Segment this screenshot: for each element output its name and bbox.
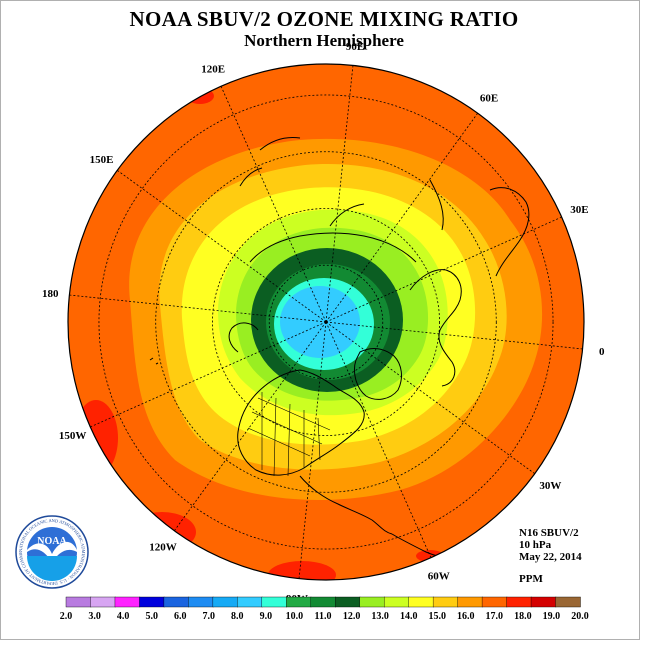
legend-swatch (114, 596, 141, 608)
logo-bird-icon (27, 541, 77, 562)
us-state-borders (247, 392, 331, 477)
ozone-band-18-19-spot (268, 561, 336, 580)
legend-tick-label: 2.0 (60, 611, 73, 622)
ozone-band-18-19-spot (186, 88, 214, 104)
legend-swatch (481, 596, 508, 608)
legend-tick-label: 8.0 (231, 611, 244, 622)
legend-swatch (163, 596, 190, 608)
parallel-circle (268, 264, 384, 380)
legend-swatch (506, 596, 532, 608)
legend-swatch (261, 596, 287, 608)
parallel-circle (212, 208, 440, 436)
color-legend: 2.0 3.0 4.0 5.0 6.0 7.0 8.0 9.0 10.0 11.0 12.0 13.0… (60, 596, 589, 622)
legend-swatch (139, 596, 165, 608)
date-label: May 22, 2014 (519, 551, 582, 563)
legend-tick-label: 17.0 (486, 611, 504, 622)
legend-swatch (310, 596, 336, 608)
longitude-label: 30E (570, 204, 588, 216)
parallel-circle (155, 151, 497, 493)
legend-tick-label: 6.0 (174, 611, 187, 622)
hawaii-islands (149, 357, 159, 365)
longitude-label: 0 (599, 346, 605, 358)
asia-coast (249, 203, 417, 263)
legend-tick-label: 18.0 (514, 611, 532, 622)
longitude-label: 90E (346, 41, 364, 53)
legend-tick-label: 12.0 (343, 611, 361, 622)
parallel-circle (98, 94, 554, 550)
ozone-band-8-9 (280, 286, 360, 358)
longitude-label: 150E (90, 154, 114, 166)
page-title: NOAA SBUV/2 OZONE MIXING RATIO (129, 7, 519, 31)
legend-swatch (188, 596, 214, 608)
legend-tick-label: 4.0 (117, 611, 130, 622)
legend-tick-label: 15.0 (428, 611, 446, 622)
central-america-coast (299, 475, 393, 535)
graticule (68, 64, 584, 580)
legend-swatch (286, 596, 312, 608)
legend-tick-label: 7.0 (203, 611, 216, 622)
legend-tick-label: 14.0 (400, 611, 418, 622)
greenland-coast (353, 348, 402, 400)
legend-swatch (432, 596, 459, 608)
legend-tick-label: 5.0 (145, 611, 158, 622)
legend-tick-label: 19.0 (543, 611, 561, 622)
legend-swatch (335, 596, 361, 608)
coastlines (149, 137, 530, 559)
page-subtitle: Northern Hemisphere (244, 31, 404, 50)
longitude-label: 30W (539, 480, 561, 492)
legend-swatch (65, 596, 92, 608)
map-boundary (67, 63, 585, 581)
legend-swatch (359, 596, 385, 608)
noaa-logo: NOAA NATIONAL OCEANIC AND ATMOSPHERIC AD… (15, 515, 89, 589)
longitude-label: 60E (480, 93, 498, 105)
legend-tick-label: 10.0 (286, 611, 304, 622)
india-coast (429, 179, 444, 231)
legend-tick-label: 9.0 (260, 611, 273, 622)
satellite-label: N16 SBUV/2 (519, 527, 579, 539)
alaska-coast (228, 322, 259, 353)
legend-swatch (212, 596, 239, 608)
legend-swatch (530, 596, 557, 608)
legend-swatch (457, 596, 483, 608)
legend-swatch (408, 596, 434, 608)
ozone-field (68, 64, 584, 580)
longitude-label: 60W (428, 570, 450, 582)
legend-swatch (237, 596, 263, 608)
units-label: PPM (519, 573, 543, 585)
logo-wordmark: NOAA (37, 536, 67, 547)
legend-tick-label: 3.0 (88, 611, 101, 622)
longitude-label: 150W (59, 430, 87, 442)
legend-swatch (555, 596, 581, 608)
legend-tick-label: 13.0 (371, 611, 389, 622)
legend-swatch (383, 596, 410, 608)
longitude-label: 180 (42, 288, 59, 300)
longitude-label: 120E (201, 64, 225, 76)
logo-lower-arc (27, 556, 77, 581)
east-asia-coast (239, 137, 301, 187)
pressure-label: 10 hPa (519, 539, 552, 551)
legend-tick-label: 11.0 (315, 611, 332, 622)
legend-tick-label: 20.0 (571, 611, 589, 622)
longitude-label: 120W (149, 541, 177, 553)
legend-tick-label: 16.0 (457, 611, 475, 622)
legend-swatch (90, 596, 116, 608)
